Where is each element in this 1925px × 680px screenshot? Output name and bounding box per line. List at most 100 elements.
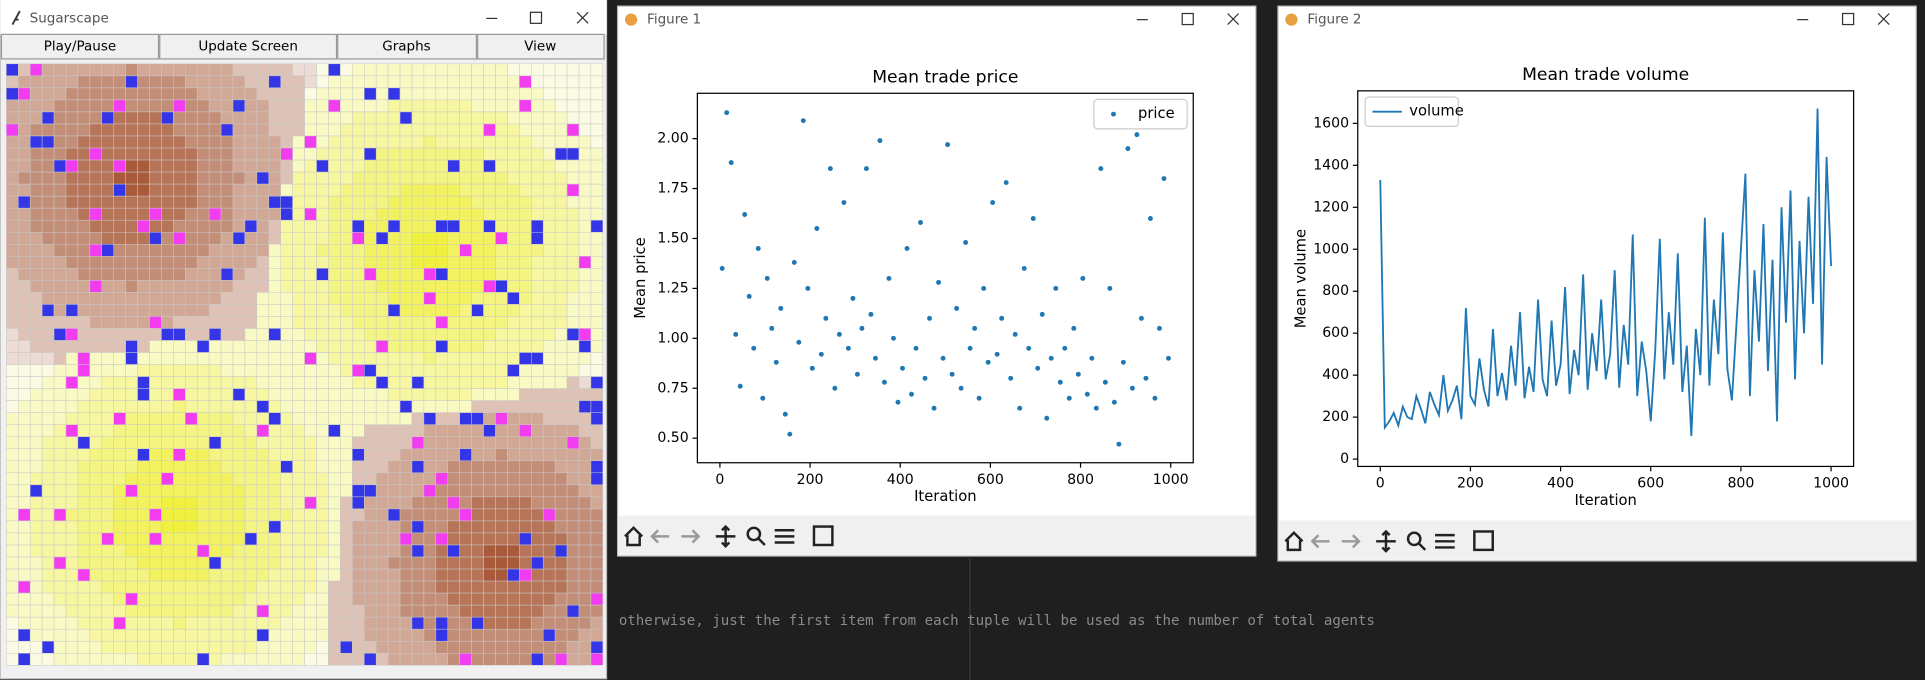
save-button[interactable] <box>1473 530 1494 552</box>
grid-cell <box>18 111 31 125</box>
grid-cell <box>244 496 258 510</box>
grid-cell <box>149 207 162 221</box>
grid-cell <box>471 604 484 618</box>
grid-cell <box>364 292 377 305</box>
grid-cell <box>18 388 31 401</box>
grid-cell <box>125 604 138 618</box>
grid-cell <box>232 436 246 449</box>
grid-cell <box>387 111 401 125</box>
back-button[interactable] <box>650 529 670 544</box>
grid-cell <box>41 340 55 353</box>
graphs-button[interactable] <box>337 33 478 60</box>
grid-cell <box>268 616 281 630</box>
grid-cell <box>435 616 449 630</box>
forward-button[interactable] <box>681 529 701 544</box>
grid-cell <box>149 508 162 522</box>
grid-cell <box>173 340 186 353</box>
view-button[interactable] <box>477 33 605 60</box>
grid-cell <box>185 580 198 594</box>
grid-cell <box>77 219 91 233</box>
back-button[interactable] <box>1310 534 1330 549</box>
zoom-button[interactable] <box>746 526 762 542</box>
grid-cell <box>411 532 425 546</box>
forward-button[interactable] <box>1341 534 1361 549</box>
grid-cell <box>340 231 353 245</box>
grid-cell <box>161 159 174 173</box>
update-screen-button[interactable] <box>159 33 338 60</box>
close-button[interactable] <box>576 11 589 24</box>
pan-button[interactable] <box>1376 529 1396 553</box>
grid-cell <box>280 183 293 197</box>
grid-cell <box>101 556 114 570</box>
home-button[interactable] <box>624 526 644 547</box>
grid-cell <box>196 604 210 618</box>
maximize-button[interactable] <box>529 11 543 24</box>
maximize-button[interactable] <box>1841 12 1855 26</box>
grid-cell <box>483 628 496 642</box>
close-button[interactable] <box>1227 13 1240 25</box>
y-tick-label: 600 <box>1322 325 1349 341</box>
home-button[interactable] <box>1284 530 1304 552</box>
grid-cell <box>590 472 604 486</box>
grid-cell <box>554 448 568 462</box>
grid-cell <box>423 484 437 498</box>
configure-button[interactable] <box>774 529 795 544</box>
grid-cell <box>447 568 460 582</box>
grid-cell <box>531 364 544 377</box>
grid-cell <box>53 352 67 365</box>
grid-cell <box>6 400 19 413</box>
grid-cell <box>399 364 413 377</box>
grid-cell <box>566 256 580 269</box>
close-button[interactable] <box>1877 13 1890 25</box>
grid-cell <box>280 123 293 137</box>
grid-cell <box>590 328 604 341</box>
play-pause-button[interactable] <box>0 33 160 60</box>
grid-cell <box>89 556 103 570</box>
grid-cell <box>471 508 484 522</box>
grid-cell <box>256 244 270 257</box>
grid-cell <box>483 135 496 149</box>
grid-cell <box>292 340 305 353</box>
grid-cell <box>161 568 174 582</box>
grid-cell <box>220 652 234 666</box>
grid-cell <box>411 424 425 437</box>
grid-cell <box>495 87 508 101</box>
grid-cell <box>256 532 270 546</box>
save-button[interactable] <box>812 525 834 547</box>
grid-cell <box>77 63 91 77</box>
grid-cell <box>316 376 329 389</box>
grid-cell <box>18 412 31 425</box>
grid-cell <box>89 316 103 329</box>
y-tick-label: 1200 <box>1313 199 1349 215</box>
grid-cell <box>208 87 222 101</box>
pan-button[interactable] <box>715 524 736 548</box>
grid-cell <box>554 280 568 293</box>
grid-cell <box>268 496 281 510</box>
grid-cell <box>590 147 604 161</box>
grid-cell <box>41 268 55 281</box>
grid-cell <box>578 123 592 137</box>
grid-cell <box>256 460 270 474</box>
grid-cell <box>137 448 150 462</box>
grid-cell <box>77 231 91 245</box>
grid-cell <box>364 195 377 209</box>
grid-cell <box>77 340 91 353</box>
grid-cell <box>232 159 246 173</box>
grid-cell <box>340 304 353 317</box>
grid-cell <box>411 219 425 233</box>
scatter-point <box>823 315 829 321</box>
grid-cell <box>101 280 114 293</box>
grid-cell <box>578 652 592 666</box>
configure-button[interactable] <box>1435 533 1455 549</box>
grid-cell <box>196 111 210 125</box>
grid-cell <box>316 256 329 269</box>
zoom-button[interactable] <box>1406 531 1422 547</box>
scatter-point <box>1134 132 1140 138</box>
grid-cell <box>304 640 317 654</box>
maximize-button[interactable] <box>1181 12 1194 26</box>
grid-cell <box>328 364 341 377</box>
grid-cell <box>411 592 425 606</box>
grid-cell <box>113 352 126 365</box>
grid-cell <box>447 135 460 149</box>
grid-cell <box>542 424 556 437</box>
